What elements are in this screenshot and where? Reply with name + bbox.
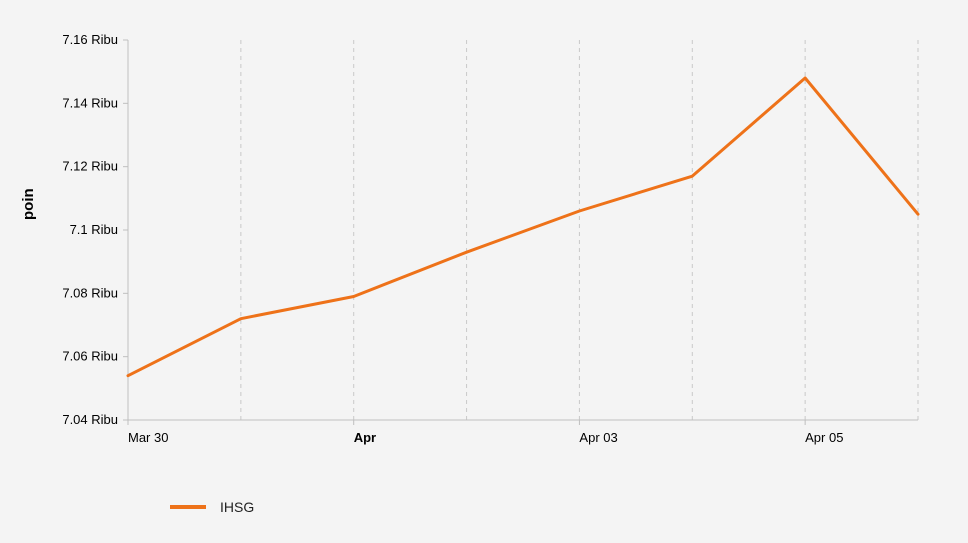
svg-text:Mar 30: Mar 30 bbox=[128, 430, 168, 445]
svg-text:7.1 Ribu: 7.1 Ribu bbox=[70, 222, 118, 237]
y-axis-title: poin bbox=[20, 188, 37, 220]
svg-text:7.08 Ribu: 7.08 Ribu bbox=[62, 285, 118, 300]
chart-svg: 7.04 Ribu 7.06 Ribu 7.08 Ribu 7.1 Ribu 7.12 … bbox=[0, 0, 968, 543]
svg-text:7.14 Ribu: 7.14 Ribu bbox=[62, 95, 118, 110]
legend-swatch bbox=[170, 505, 206, 509]
svg-text:Apr 05: Apr 05 bbox=[805, 430, 843, 445]
svg-text:7.04 Ribu: 7.04 Ribu bbox=[62, 412, 118, 427]
svg-text:Apr 03: Apr 03 bbox=[579, 430, 617, 445]
svg-text:7.12 Ribu: 7.12 Ribu bbox=[62, 159, 118, 174]
svg-text:7.06 Ribu: 7.06 Ribu bbox=[62, 349, 118, 364]
svg-text:Apr: Apr bbox=[354, 430, 376, 445]
legend: IHSG bbox=[170, 499, 254, 515]
line-chart: poin 7.04 Ribu 7.06 Ribu 7.08 Ribu 7.1 Ribu… bbox=[0, 0, 968, 543]
legend-label: IHSG bbox=[220, 499, 254, 515]
svg-text:7.16 Ribu: 7.16 Ribu bbox=[62, 32, 118, 47]
